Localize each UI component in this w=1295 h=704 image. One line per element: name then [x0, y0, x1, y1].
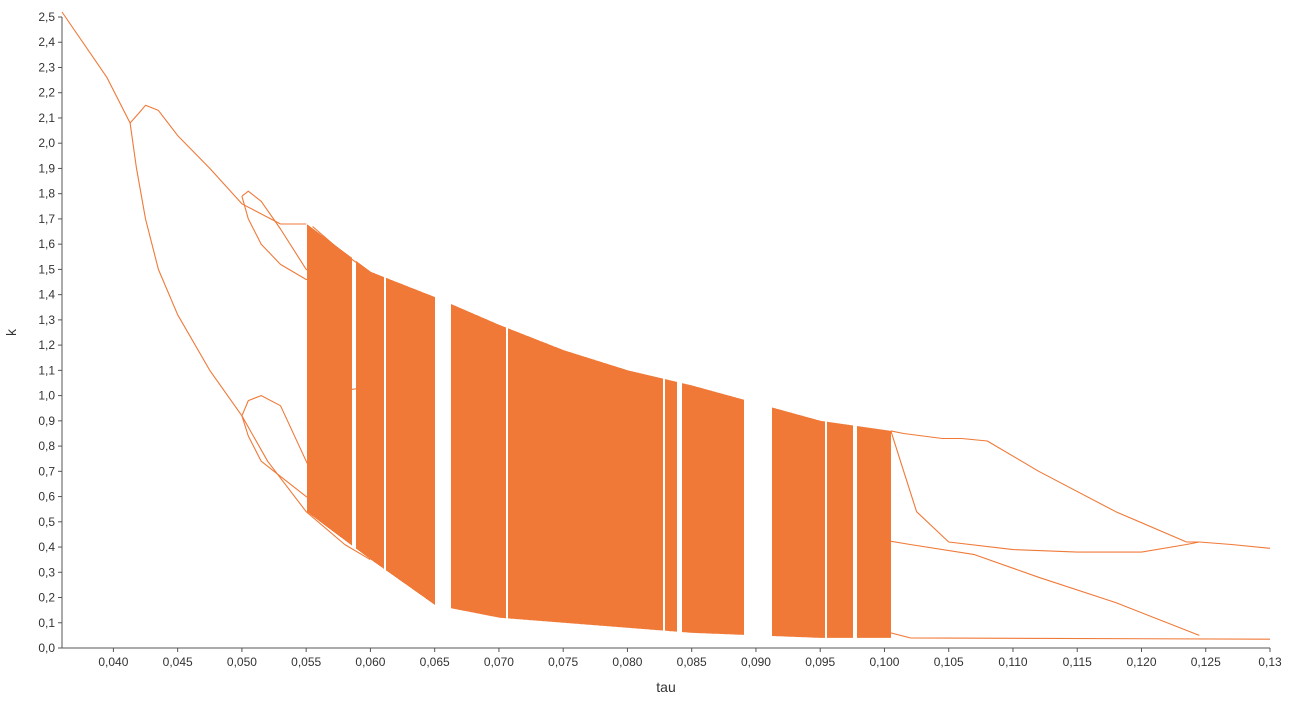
y-tick-label: 2,0	[38, 136, 55, 150]
y-tick-label: 0,6	[38, 490, 55, 504]
branch-curve-12	[865, 536, 1200, 636]
y-tick-label: 1,6	[38, 237, 55, 251]
x-tick-label: 0,120	[1126, 655, 1156, 669]
branch-curve-8	[312, 226, 378, 278]
x-tick-label: 0,080	[612, 655, 642, 669]
y-tick-label: 0,9	[38, 414, 55, 428]
x-tick-label: 0,125	[1191, 655, 1221, 669]
branch-curve-7	[312, 384, 377, 397]
y-tick-label: 1,3	[38, 313, 55, 327]
plot-area	[61, 11, 1271, 640]
x-tick-label: 0,050	[227, 655, 257, 669]
x-tick-label: 0,065	[420, 655, 450, 669]
branch-curve-2	[241, 415, 371, 561]
axes	[61, 17, 1270, 649]
y-tick-label: 2,2	[38, 86, 55, 100]
branch-curve-13	[890, 632, 1271, 640]
x-tick-label: 0,075	[548, 655, 578, 669]
y-axis-title: k	[3, 328, 19, 336]
x-tick-label: 0,045	[163, 655, 193, 669]
x-tick-label: 0,105	[934, 655, 964, 669]
x-tick-label: 0,040	[98, 655, 128, 669]
x-tick-label: 0,110	[998, 655, 1027, 669]
branch-curve-4	[241, 196, 326, 281]
branch-curve-9	[890, 430, 1200, 543]
y-tick-label: 1,5	[38, 262, 55, 276]
y-tick-label: 2,4	[38, 35, 55, 49]
y-tick-label: 1,1	[38, 363, 55, 377]
y-tick-label: 0,5	[38, 515, 55, 529]
branch-curve-3	[241, 190, 326, 280]
x-tick-label: 0,070	[484, 655, 514, 669]
y-tick-label: 1,8	[38, 187, 55, 201]
y-tick-label: 2,5	[38, 10, 55, 24]
y-tick-label: 2,3	[38, 60, 55, 74]
y-tick-label: 1,4	[38, 288, 55, 302]
branch-curve-5	[241, 395, 326, 502]
y-tick-label: 0,2	[38, 591, 55, 605]
branch-curve-11	[1199, 541, 1271, 549]
x-axis-title: tau	[656, 679, 675, 695]
x-tick-group: 0,040 0,045 0,050 0,055 0,060 0,065 0,070 0,075…	[98, 648, 1282, 669]
y-tick-label: 1,0	[38, 389, 55, 403]
branch-curve-1	[129, 122, 243, 417]
y-tick-label: 0,4	[38, 540, 55, 554]
x-tick-label: 0,090	[741, 655, 771, 669]
x-tick-label: 0,13	[1258, 655, 1282, 669]
y-tick-label: 0,7	[38, 464, 55, 478]
y-tick-label: 2,1	[38, 111, 55, 125]
branch-curve-6	[241, 415, 326, 505]
y-tick-label: 0,0	[38, 641, 55, 655]
chaotic-band	[307, 224, 891, 638]
branch-curve-10	[890, 430, 1200, 553]
x-tick-label: 0,085	[677, 655, 707, 669]
x-tick-label: 0,060	[355, 655, 385, 669]
y-tick-label: 1,2	[38, 338, 55, 352]
branch-curve-0	[61, 11, 307, 225]
y-tick-label: 0,8	[38, 439, 55, 453]
x-tick-label: 0,095	[805, 655, 835, 669]
x-tick-label: 0,115	[1063, 655, 1092, 669]
x-tick-label: 0,055	[291, 655, 321, 669]
y-tick-label: 1,9	[38, 161, 55, 175]
y-tick-label: 0,1	[38, 616, 55, 630]
y-tick-label: 1,7	[38, 212, 55, 226]
y-tick-label: 0,3	[38, 565, 55, 579]
y-tick-group: 0,0 0,1 0,2 0,3 0,4 0,5 0,6 0,7 0,8 0,9 1,0 1,1 1,2 1…	[38, 10, 62, 655]
x-tick-label: 0,100	[869, 655, 899, 669]
